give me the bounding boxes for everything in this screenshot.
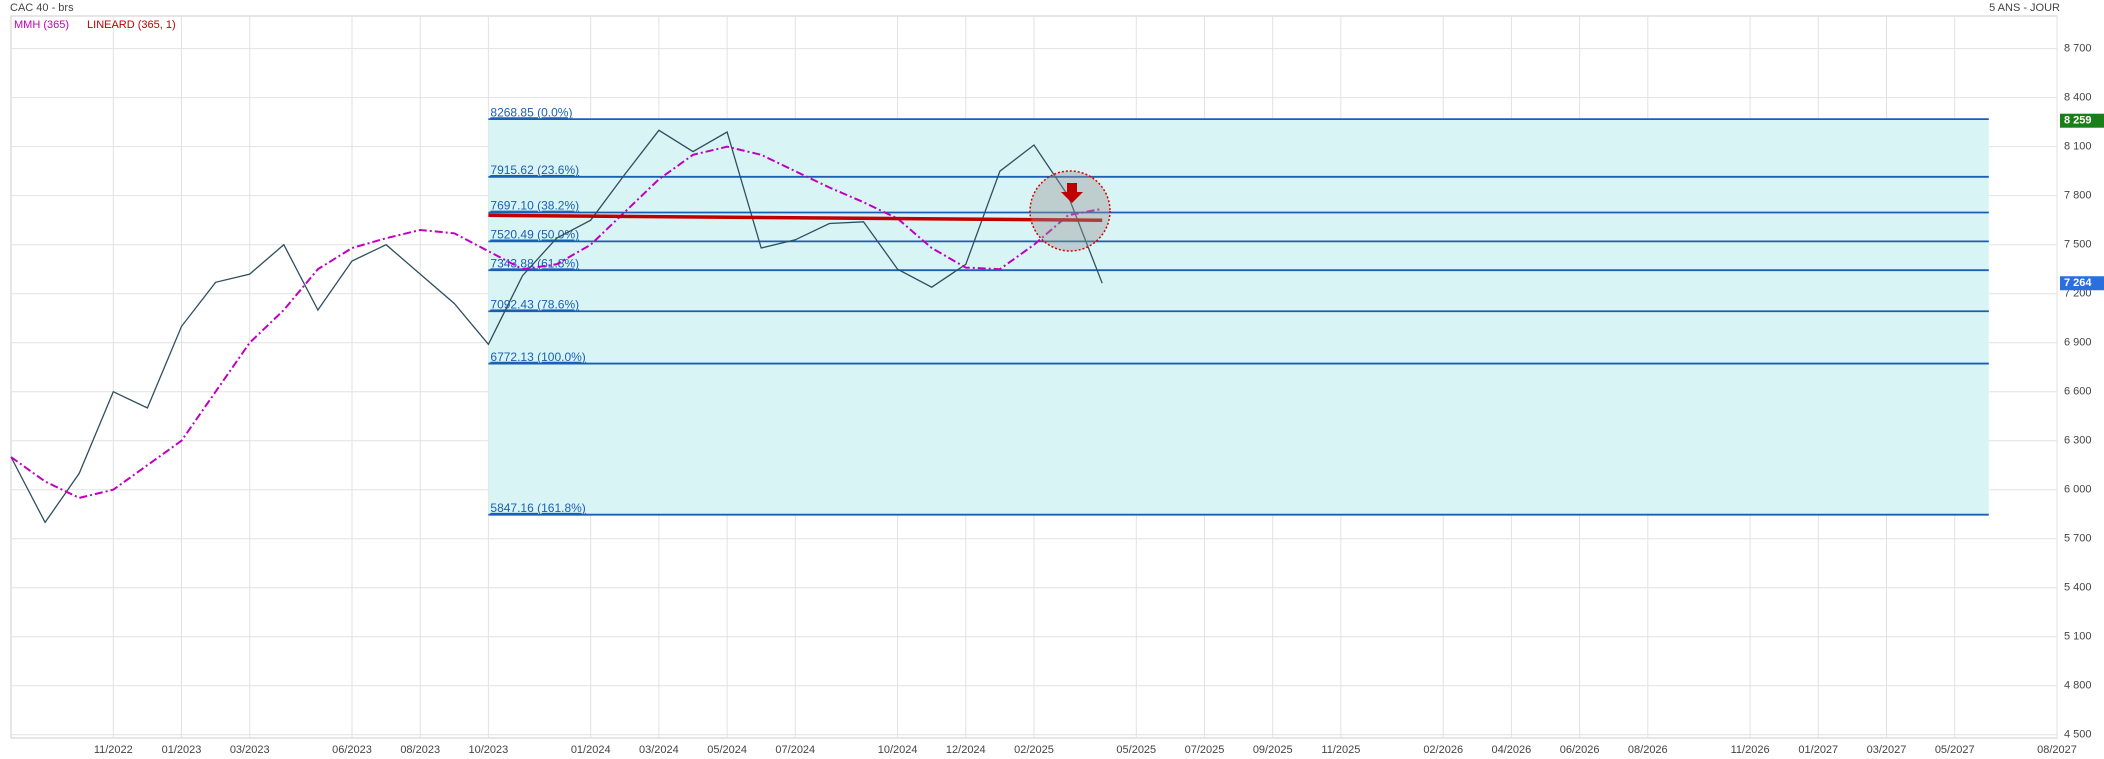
- fib-level-label: 7697.10 (38.2%): [490, 199, 579, 213]
- y-tick-label: 6 900: [2064, 337, 2092, 349]
- price-tag: [2060, 113, 2104, 128]
- x-tick-label: 08/2027: [2037, 744, 2077, 756]
- x-tick-label: 05/2027: [1935, 744, 1975, 756]
- price-tag-label: 7 264: [2064, 277, 2092, 289]
- signal-annotation: [1029, 170, 1111, 252]
- y-tick-label: 7 800: [2064, 190, 2092, 202]
- fib-level-label: 7092.43 (78.6%): [490, 297, 579, 311]
- x-tick-label: 07/2025: [1185, 744, 1225, 756]
- fib-level-label: 6772.13 (100.0%): [490, 350, 585, 364]
- x-tick-label: 08/2026: [1628, 744, 1668, 756]
- x-tick-label: 03/2027: [1867, 744, 1907, 756]
- y-tick-label: 6 600: [2064, 386, 2092, 398]
- price-tag-label: 8 259: [2064, 115, 2092, 127]
- x-tick-label: 10/2024: [878, 744, 918, 756]
- x-tick-label: 02/2025: [1014, 744, 1054, 756]
- y-tick-label: 5 700: [2064, 533, 2092, 545]
- indicator-line: [488, 213, 1103, 222]
- x-tick-label: 04/2026: [1492, 744, 1532, 756]
- price-tag: [2060, 276, 2104, 291]
- price-line: [10, 129, 1103, 524]
- x-tick-label: 05/2024: [707, 744, 747, 756]
- fib-level-label: 5847.16 (161.8%): [490, 501, 585, 515]
- y-tick-label: 4 800: [2064, 680, 2092, 692]
- fib-level-label: 7520.49 (50.0%): [490, 228, 579, 242]
- x-tick-label: 08/2023: [400, 744, 440, 756]
- indicator-line: [10, 145, 1103, 499]
- x-tick-label: 07/2024: [775, 744, 815, 756]
- x-tick-label: 12/2024: [946, 744, 986, 756]
- legend-entry: LINEARD (365, 1): [87, 19, 176, 31]
- y-tick-label: 7 500: [2064, 239, 2092, 251]
- signal-circle: [1029, 170, 1111, 252]
- y-tick-label: 4 500: [2064, 729, 2092, 741]
- y-tick-label: 5 400: [2064, 582, 2092, 594]
- x-tick-label: 01/2027: [1798, 744, 1838, 756]
- y-tick-label: 8 700: [2064, 43, 2092, 55]
- x-tick-label: 06/2023: [332, 744, 372, 756]
- y-tick-label: 8 100: [2064, 141, 2092, 153]
- x-tick-label: 01/2023: [162, 744, 202, 756]
- x-tick-label: 01/2024: [571, 744, 611, 756]
- x-tick-label: 11/2022: [94, 744, 133, 756]
- y-tick-label: 6 300: [2064, 435, 2092, 447]
- x-tick-label: 11/2026: [1731, 744, 1770, 756]
- x-tick-label: 03/2024: [639, 744, 679, 756]
- plot-layer: 4 500 4 800 5 100 5 400 5 700 6 000 6 300 6 600…: [10, 15, 2104, 756]
- chart-title: CAC 40 - brs: [10, 2, 74, 14]
- x-tick-label: 06/2026: [1560, 744, 1600, 756]
- fib-level-label: 7915.62 (23.6%): [490, 163, 579, 177]
- y-tick-label: 6 000: [2064, 484, 2092, 496]
- x-tick-label: 11/2025: [1321, 744, 1360, 756]
- period-label: 5 ANS - JOUR: [1989, 2, 2060, 14]
- y-tick-label: 5 100: [2064, 631, 2092, 643]
- x-tick-label: 05/2025: [1116, 744, 1156, 756]
- x-tick-label: 02/2026: [1423, 744, 1463, 756]
- y-tick-label: 8 400: [2064, 92, 2092, 104]
- fib-level-label: 8268.85 (0.0%): [490, 105, 572, 119]
- fib-level-label: 7343.88 (61.8%): [490, 256, 579, 270]
- x-tick-label: 09/2025: [1253, 744, 1293, 756]
- fib-zone: [488, 119, 1989, 515]
- down-arrow: [1061, 183, 1083, 203]
- legend-entry: MMH (365): [14, 19, 69, 31]
- x-tick-label: 03/2023: [230, 744, 270, 756]
- y-tick-label: 7 200: [2064, 288, 2092, 300]
- x-tick-label: 10/2023: [469, 744, 509, 756]
